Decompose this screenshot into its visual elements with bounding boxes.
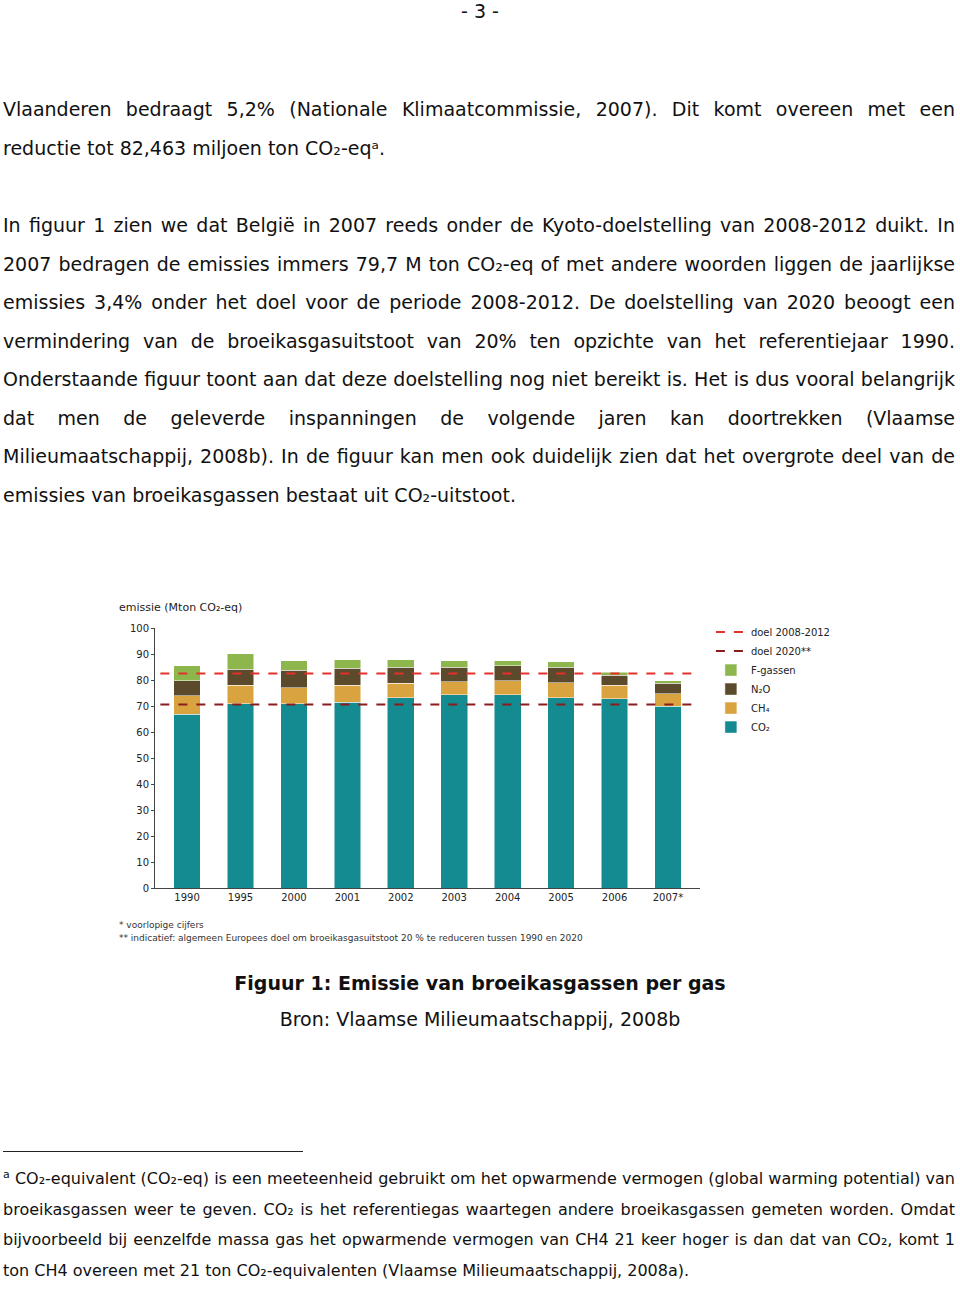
svg-text:1990: 1990: [174, 892, 199, 903]
svg-text:emissie (Mton CO₂-eq): emissie (Mton CO₂-eq): [119, 601, 242, 614]
svg-text:100: 100: [130, 623, 149, 634]
svg-text:50: 50: [136, 753, 149, 764]
html-text:Figuur 1: Emissie van broeikas: Figuur 1: Emissie van broeikasgassen per…: [234, 972, 726, 994]
svg-text:90: 90: [136, 649, 149, 660]
svg-text:80: 80: [136, 675, 149, 686]
svg-text:30: 30: [136, 805, 149, 816]
svg-text:F-gassen: F-gassen: [751, 665, 796, 676]
svg-text:10: 10: [136, 857, 149, 868]
html-text:Vlaanderen bedraagt 5,2% (Nati: Vlaanderen bedraagt 5,2% (Nationale Klim…: [3, 98, 955, 159]
svg-text:2000: 2000: [281, 892, 306, 903]
svg-text:2003: 2003: [441, 892, 466, 903]
svg-text:1995: 1995: [228, 892, 253, 903]
svg-text:2001: 2001: [335, 892, 360, 903]
svg-text:70: 70: [136, 701, 149, 712]
svg-text:2002: 2002: [388, 892, 413, 903]
svg-text:20: 20: [136, 831, 149, 842]
svg-text:2006: 2006: [602, 892, 627, 903]
svg-text:0: 0: [143, 883, 149, 894]
svg-text:** indicatief: algemeen Europe: ** indicatief: algemeen Europees doel om…: [119, 933, 583, 943]
svg-text:doel 2020**: doel 2020**: [751, 646, 811, 657]
svg-text:doel 2008-2012: doel 2008-2012: [751, 627, 830, 638]
svg-text:N₂O: N₂O: [751, 684, 770, 695]
svg-text:CH₄: CH₄: [751, 703, 770, 714]
svg-text:2004: 2004: [495, 892, 520, 903]
html-text:aCO₂-equivalent (CO₂-eq) is ee: aCO₂-equivalent (CO₂-eq) is een meeteenh…: [3, 1168, 955, 1280]
svg-text:2005: 2005: [548, 892, 573, 903]
html-text:Bron: Vlaamse Milieumaatschapp: Bron: Vlaamse Milieumaatschappij, 2008b: [279, 1008, 681, 1030]
svg-text:CO₂: CO₂: [751, 722, 770, 733]
svg-text:* voorlopige cijfers: * voorlopige cijfers: [119, 920, 204, 930]
html-text:In figuur 1 zien we dat België: In figuur 1 zien we dat België in 2007 r…: [3, 214, 955, 506]
html-text:- 3 -: - 3 -: [461, 0, 499, 22]
svg-text:2007*: 2007*: [653, 892, 683, 903]
svg-text:40: 40: [136, 779, 149, 790]
svg-text:60: 60: [136, 727, 149, 738]
